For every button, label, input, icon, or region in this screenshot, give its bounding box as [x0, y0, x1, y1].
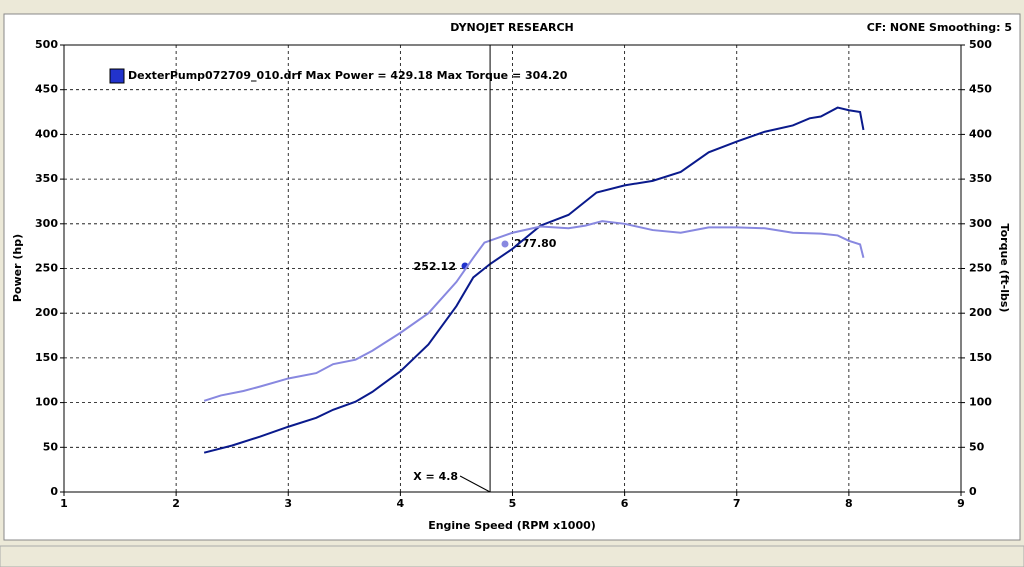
x-tick-label: 6: [621, 497, 629, 510]
x-tick-label: 2: [172, 497, 180, 510]
y2-tick-label: 150: [969, 351, 992, 364]
y2-axis-label: Torque (ft-lbs): [998, 224, 1011, 313]
y2-tick-label: 250: [969, 262, 992, 275]
x-tick-label: 7: [733, 497, 741, 510]
x-tick-label: 8: [845, 497, 853, 510]
chart-title: DYNOJET RESEARCH: [450, 21, 573, 34]
cursor-pointer: [459, 475, 491, 493]
series-line: [203, 106, 865, 454]
x-tick-label: 5: [509, 497, 517, 510]
legend-text: DexterPump072709_010.drf Max Power = 429…: [128, 69, 568, 82]
y2-tick-label: 450: [969, 83, 992, 96]
x-axis-label: Engine Speed (RPM x1000): [428, 519, 596, 532]
y-tick-label: 450: [35, 83, 58, 96]
annotation-dot: [501, 240, 509, 248]
y-tick-label: 0: [50, 485, 58, 498]
status-bar: [0, 545, 1024, 567]
y2-tick-label: 500: [969, 38, 992, 51]
y2-tick-label: 0: [969, 485, 977, 498]
y-axis-label: Power (hp): [11, 234, 24, 302]
x-tick-label: 3: [284, 497, 292, 510]
legend-swatch: [109, 68, 125, 84]
y-tick-label: 400: [35, 127, 58, 140]
y-tick-label: 150: [35, 351, 58, 364]
series-line: [203, 220, 865, 402]
cursor-label: X = 4.8: [413, 470, 458, 483]
y-tick-label: 500: [35, 38, 58, 51]
y-tick-label: 50: [43, 440, 59, 453]
annotation: 277.80: [514, 237, 557, 250]
y2-tick-label: 300: [969, 217, 992, 230]
y-tick-label: 250: [35, 262, 58, 275]
y2-tick-label: 400: [969, 127, 992, 140]
y-tick-label: 300: [35, 217, 58, 230]
x-tick-label: 1: [60, 497, 68, 510]
y2-tick-label: 50: [969, 440, 985, 453]
y2-tick-label: 100: [969, 396, 992, 409]
x-tick-label: 9: [957, 497, 965, 510]
annotation: 252.12: [414, 260, 456, 273]
y-tick-label: 100: [35, 396, 58, 409]
y-tick-label: 350: [35, 172, 58, 185]
y2-tick-label: 200: [969, 306, 992, 319]
x-tick-label: 4: [397, 497, 405, 510]
settings-text: CF: NONE Smoothing: 5: [867, 21, 1012, 34]
y-tick-label: 200: [35, 306, 58, 319]
y2-tick-label: 350: [969, 172, 992, 185]
